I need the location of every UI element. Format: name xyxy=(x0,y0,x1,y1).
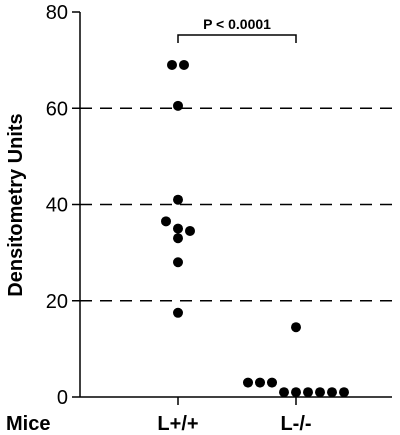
data-point-0-4 xyxy=(161,216,171,227)
data-point-0-3 xyxy=(173,194,183,205)
data-point-1-3 xyxy=(267,377,277,388)
data-point-1-4 xyxy=(279,387,289,398)
data-point-0-6 xyxy=(185,225,195,236)
data-point-0-7 xyxy=(173,233,183,244)
data-point-1-2 xyxy=(255,377,265,388)
p-value-label: P < 0.0001 xyxy=(203,16,271,32)
y-tick-label-20: 20 xyxy=(46,291,68,313)
x-ticks: L+/+ L-/- xyxy=(157,397,312,435)
significance-annotation: P < 0.0001 xyxy=(177,16,297,43)
y-tick-label-60: 60 xyxy=(46,98,68,120)
x-axis-title: Mice xyxy=(6,413,50,435)
data-point-0-9 xyxy=(173,307,183,318)
data-point-1-5 xyxy=(291,387,301,398)
data-point-0-0 xyxy=(167,59,177,70)
data-point-0-8 xyxy=(173,257,183,268)
significance-bracket xyxy=(177,34,297,43)
y-tick-label-0: 0 xyxy=(57,387,68,409)
x-category-label-1: L-/- xyxy=(280,413,311,435)
data-point-1-6 xyxy=(303,387,313,398)
y-tick-label-80: 80 xyxy=(46,2,68,24)
data-point-1-7 xyxy=(315,387,325,398)
y-axis-title: Densitometry Units xyxy=(5,113,27,296)
y-ticks: 0 20 40 60 80 xyxy=(46,2,80,409)
data-point-0-1 xyxy=(179,59,189,70)
x-category-label-0: L+/+ xyxy=(157,413,198,435)
data-point-0-2 xyxy=(173,100,183,111)
data-point-1-0 xyxy=(291,322,301,333)
data-point-1-1 xyxy=(243,377,253,388)
gridlines xyxy=(80,107,392,302)
data-point-1-9 xyxy=(339,387,349,398)
data-points xyxy=(161,59,349,398)
data-point-0-5 xyxy=(173,223,183,234)
y-tick-label-40: 40 xyxy=(46,195,68,217)
data-point-1-8 xyxy=(327,387,337,398)
